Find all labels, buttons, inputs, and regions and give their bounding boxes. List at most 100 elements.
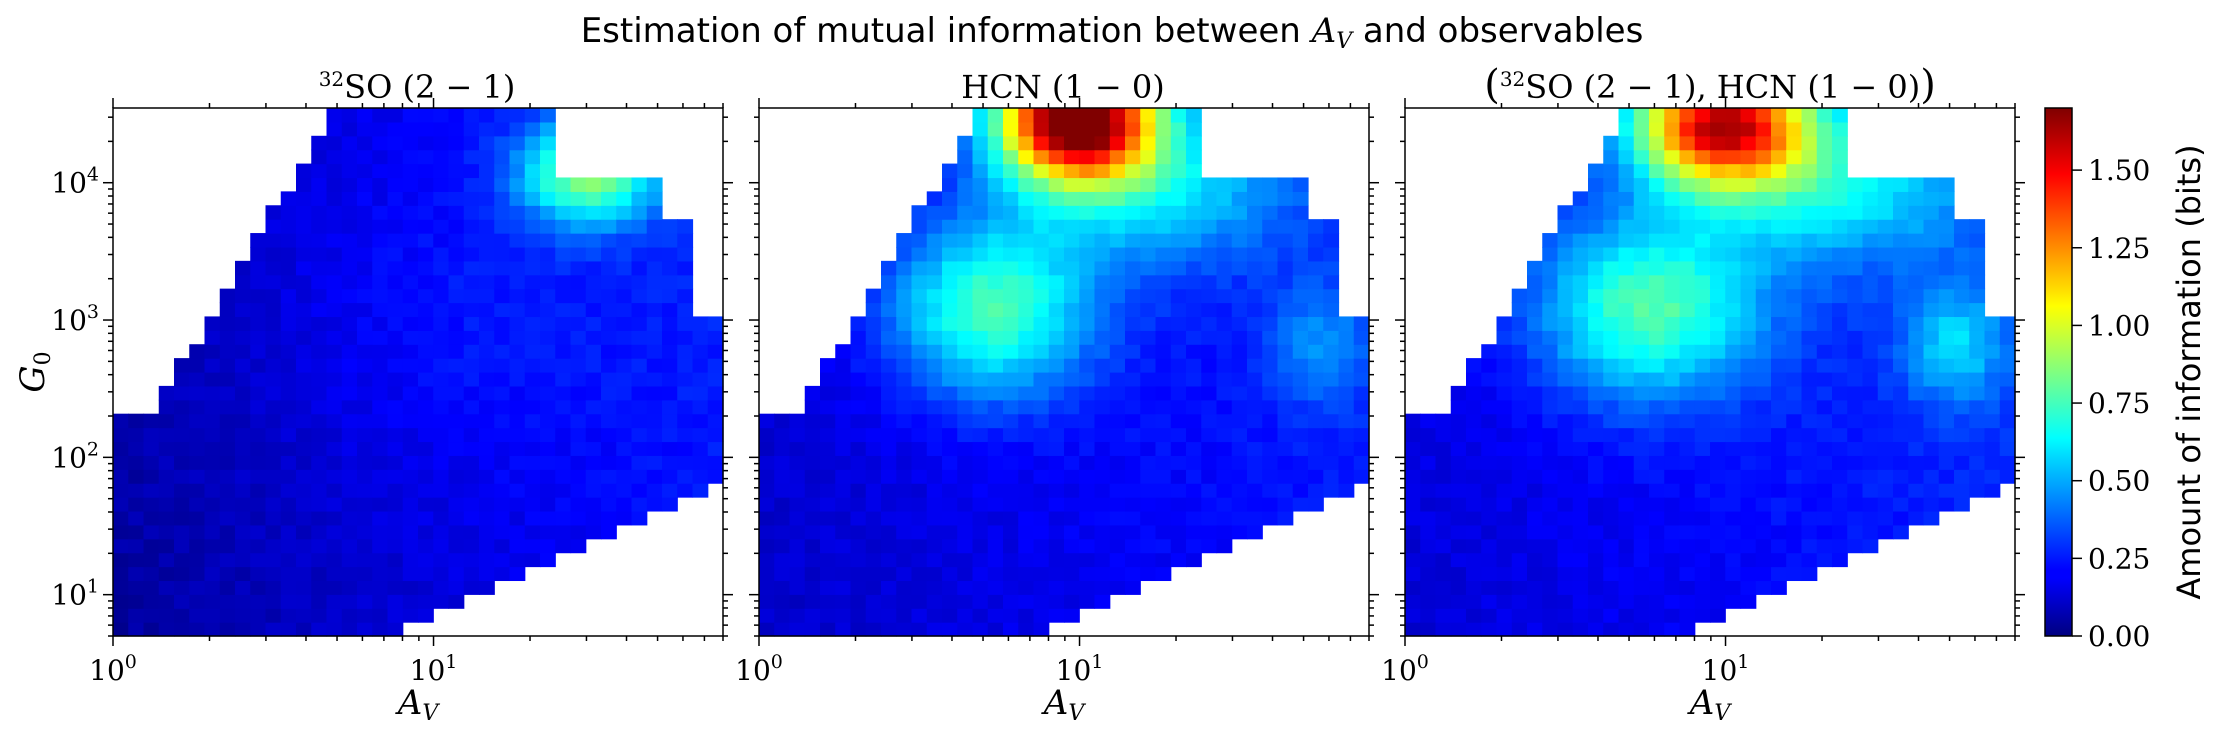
heatmap-cell [418,135,434,151]
heatmap-cell [494,260,511,276]
heatmap-cell [1511,316,1528,331]
heatmap-cell [707,427,724,443]
heatmap-cell [1694,358,1711,373]
heatmap-cell [1999,455,2016,470]
heatmap-cell [1155,302,1172,318]
heatmap-cell [1109,372,1126,387]
heatmap-cell [911,233,928,248]
heatmap-cell [250,441,267,456]
colorbar-tick-label: 0.00 [2088,620,2150,653]
heatmap-cell [646,469,663,484]
heatmap-cell [835,427,852,443]
heatmap-cell [1109,121,1126,137]
heatmap-cell [1877,399,1894,415]
heatmap-cell [1511,302,1528,318]
heatmap-cell [1679,441,1696,456]
heatmap-cell [1862,524,1879,540]
heatmap-cell [1079,302,1096,318]
heatmap-cell [463,399,480,415]
heatmap-cell [1923,177,1940,192]
heatmap-cell [926,219,943,234]
heatmap-cell [235,594,251,609]
heatmap-cell [896,385,913,401]
heatmap-cell [1450,566,1467,582]
heatmap-cell [1216,413,1233,429]
heatmap-cell [1003,622,1019,637]
heatmap-cell [1155,191,1172,206]
heatmap-cell [1603,441,1620,456]
heatmap-cell [1664,483,1681,498]
heatmap-cell [1511,483,1528,498]
heatmap-cell [372,566,389,582]
heatmap-cell [1633,302,1650,318]
heatmap-cell [865,608,882,623]
heatmap-cell [494,302,511,318]
heatmap-cell [942,497,958,512]
heatmap-cell [865,510,882,526]
heatmap-cell [1003,260,1019,276]
heatmap-cell [174,455,190,470]
heatmap-cell [1033,594,1050,609]
heatmap-cell [1262,330,1279,345]
heatmap-cell [509,483,526,498]
heatmap-cell [1725,552,1742,568]
heatmap-cell [1999,427,2016,443]
heatmap-cell [479,441,495,456]
heatmap-cell [942,455,958,470]
heatmap-cell [1064,344,1080,359]
heatmap-cell [1572,566,1589,582]
heatmap-cell [555,455,572,470]
heatmap-cell [957,608,974,623]
heatmap-cell [402,316,419,331]
heatmap-cell [1832,121,1848,137]
heatmap-cell [555,205,572,220]
heatmap-cell [1496,552,1513,568]
heatmap-cell [1725,510,1742,526]
heatmap-cell [1481,344,1498,359]
heatmap-cell [250,455,267,470]
heatmap-cell [204,372,221,387]
heatmap-cell [1999,399,2016,415]
heatmap-cell [759,608,775,623]
heatmap-cell [265,427,282,443]
heatmap-cell [585,302,602,318]
heatmap-cell [448,358,465,373]
heatmap-cell [1938,191,1955,206]
heatmap-cell [1664,316,1681,331]
heatmap-cell [402,108,419,123]
heatmap-cell [158,413,175,429]
heatmap-cell [174,524,190,540]
heatmap-cell [311,191,328,206]
heatmap-cell [1079,260,1096,276]
heatmap-cell [1033,413,1050,429]
heatmap-cell [1094,163,1111,179]
heatmap-cell [402,385,419,401]
heatmap-cell [463,108,480,123]
heatmap-cell [128,497,145,512]
heatmap-cell [804,580,821,595]
heatmap-cell [1481,608,1498,623]
heatmap-cell [1816,302,1833,318]
heatmap-cell [1527,622,1543,637]
heatmap-cell [1633,427,1650,443]
heatmap-cell [1277,483,1294,498]
heatmap-cell [1710,233,1726,248]
heatmap-cell [987,205,1004,220]
heatmap-cell [1649,163,1665,179]
heatmap-cell [1064,580,1080,595]
heatmap-cell [1801,330,1818,345]
heatmap-cell [1511,427,1528,443]
heatmap-cell [972,302,989,318]
heatmap-cell [1786,469,1803,484]
heatmap-cell [433,177,450,192]
heatmap-cell [1694,344,1711,359]
heatmap-cell [1725,580,1742,595]
heatmap-cell [341,427,358,443]
heatmap-cell [1420,552,1437,568]
heatmap-cell [1140,469,1157,484]
heatmap-cell [1308,497,1324,512]
heatmap-cell [1633,566,1650,582]
heatmap-cell [1496,566,1513,582]
heatmap-cell [1816,413,1833,429]
heatmap-cell [494,288,511,304]
